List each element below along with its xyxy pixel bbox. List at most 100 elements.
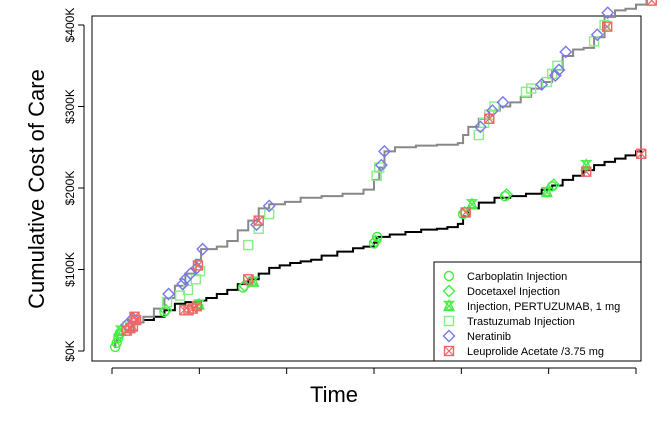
marker-squarex bbox=[636, 148, 647, 159]
marker-square-shape bbox=[473, 129, 484, 141]
x-axis-title: Time bbox=[310, 382, 358, 407]
marker-diamond-shape bbox=[262, 199, 276, 213]
marker-diamond-shape bbox=[552, 63, 566, 77]
legend: Carboplatin Injection Docetaxel Injection… bbox=[433, 261, 642, 362]
legend-symbol-2 bbox=[442, 284, 456, 298]
y-axis: $0K $100K $200K $300K $400K bbox=[63, 8, 85, 362]
marker-square-shape bbox=[174, 290, 186, 301]
marker-diamond-shape bbox=[547, 178, 561, 192]
marker-squarex bbox=[646, 0, 657, 6]
marker-diamond bbox=[548, 69, 562, 83]
marker-diamond-shape bbox=[500, 188, 514, 202]
marker-hourglass-shape bbox=[247, 276, 260, 287]
marker-diamond bbox=[262, 199, 276, 213]
y-tick-label: $200K bbox=[63, 171, 77, 206]
y-tick-label: $300K bbox=[63, 89, 77, 124]
legend-symbol-3-tri bbox=[443, 298, 455, 311]
marker-squarex bbox=[243, 274, 254, 285]
marker-square-shape bbox=[526, 83, 537, 94]
marker-square-shape bbox=[371, 170, 382, 181]
marker-square-shape bbox=[520, 86, 532, 98]
marker-squarex bbox=[484, 113, 495, 124]
marker-hourglass-shape bbox=[465, 199, 479, 210]
marker-diamond bbox=[377, 144, 391, 158]
y-tick-label: $100K bbox=[63, 252, 77, 287]
marker-squarex-x2 bbox=[581, 166, 592, 177]
marker-squarex-shape bbox=[130, 314, 142, 326]
marker-diamond-shape bbox=[374, 158, 388, 172]
marker-diamond bbox=[535, 78, 549, 91]
legend-symbol-6-x2 bbox=[444, 346, 454, 356]
marker-squarex-shape bbox=[191, 300, 203, 312]
legend-label-6: Leuprolide Acetate /3.75 mg bbox=[467, 346, 604, 358]
marker-squarex-x2 bbox=[243, 274, 254, 285]
y-axis-title: Cumulative Cost of Care bbox=[24, 69, 49, 309]
legend-label-3: Injection, PERTUZUMAB, 1 mg bbox=[467, 301, 620, 313]
marker-square-shape bbox=[264, 208, 275, 220]
x-axis bbox=[111, 367, 637, 374]
marker-square bbox=[520, 86, 532, 98]
marker-diamond bbox=[162, 287, 176, 301]
marker-hourglass-tri bbox=[541, 185, 553, 197]
marker-hourglass bbox=[465, 197, 479, 210]
marker-squarex-x2 bbox=[131, 315, 142, 325]
y-tick-label: $0K bbox=[63, 340, 77, 361]
marker-square bbox=[243, 239, 254, 251]
marker-diamond bbox=[196, 242, 210, 256]
marker-diamond bbox=[500, 188, 514, 202]
marker-diamond-shape bbox=[176, 277, 190, 291]
marker-square-shape bbox=[243, 239, 254, 251]
marker-diamond bbox=[369, 234, 383, 248]
marker-squarex-shape bbox=[192, 260, 204, 271]
legend-label-2: Docetaxel Injection bbox=[467, 286, 560, 298]
marker-hourglass-tri bbox=[247, 274, 260, 286]
marker-diamond bbox=[590, 28, 604, 42]
marker-diamond-shape bbox=[369, 234, 383, 248]
marker-square bbox=[541, 76, 553, 88]
marker-squarex bbox=[581, 166, 592, 177]
marker-diamond-shape bbox=[184, 267, 198, 281]
marker-squarex-x2 bbox=[646, 0, 654, 6]
marker-squarex bbox=[460, 207, 471, 218]
marker-diamond-shape bbox=[162, 287, 176, 301]
marker-squarex-shape bbox=[581, 166, 592, 177]
legend-symbol-1-shape bbox=[443, 270, 455, 282]
marker-square-shape bbox=[541, 76, 553, 88]
legend-label-1: Carboplatin Injection bbox=[467, 271, 567, 283]
marker-hourglass bbox=[247, 274, 260, 287]
marker-diamond bbox=[496, 95, 510, 109]
marker-squarex-x2 bbox=[484, 113, 495, 124]
marker-squarex-shape bbox=[646, 0, 657, 6]
marker-squarex-x2 bbox=[253, 215, 264, 226]
marker-hourglass-tri bbox=[466, 197, 478, 209]
marker-diamond-shape bbox=[601, 6, 615, 20]
marker-squarex-shape bbox=[460, 207, 471, 218]
marker-circle-shape bbox=[371, 231, 383, 243]
marker-diamond-shape bbox=[590, 28, 604, 42]
plot-frame bbox=[91, 15, 642, 362]
marker-squarex-shape bbox=[484, 113, 495, 124]
legend-symbol-2-shape bbox=[442, 284, 456, 298]
marker-diamond bbox=[374, 158, 388, 172]
marker-diamond bbox=[159, 303, 173, 317]
marker-squarex-x2 bbox=[128, 321, 138, 332]
marker-squarex-x2 bbox=[191, 301, 202, 312]
marker-diamond bbox=[184, 267, 198, 281]
marker-diamond-shape bbox=[196, 242, 210, 256]
marker-squarex-shape bbox=[636, 148, 647, 159]
marker-square bbox=[371, 170, 382, 181]
y-tick-label: $400K bbox=[63, 8, 77, 43]
marker-diamond bbox=[176, 277, 190, 291]
marker-hourglass-shape bbox=[540, 186, 554, 198]
marker-squarex bbox=[130, 314, 142, 326]
marker-diamond-shape bbox=[473, 120, 487, 134]
marker-diamond bbox=[552, 63, 566, 77]
markers bbox=[109, 0, 657, 353]
marker-squarex-x2 bbox=[602, 21, 613, 32]
marker-diamond-shape bbox=[377, 144, 391, 158]
legend-symbol-4 bbox=[443, 315, 455, 327]
marker-squarex bbox=[127, 321, 139, 332]
marker-diamond bbox=[601, 6, 615, 20]
marker-squarex bbox=[601, 21, 613, 32]
